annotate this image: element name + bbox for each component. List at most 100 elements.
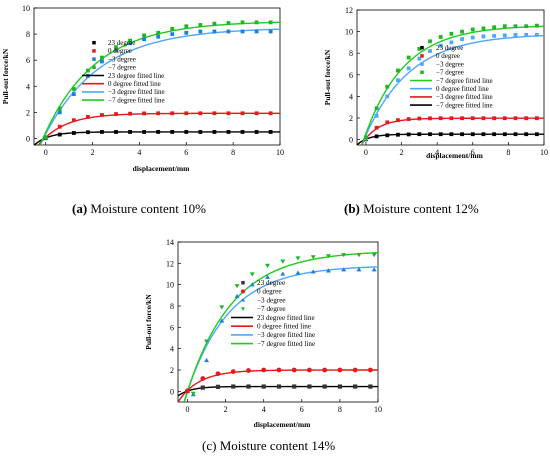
data-point-b xyxy=(396,118,400,123)
x-axis-label-a: displacement/mm xyxy=(133,164,190,173)
data-point-c xyxy=(337,384,343,389)
data-point-b xyxy=(460,116,464,121)
data-point-a xyxy=(198,29,203,34)
data-point-a xyxy=(128,111,132,116)
data-point-a xyxy=(254,111,259,116)
legend-label-b: −3 degree xyxy=(436,60,464,68)
caption-a-letter: (a) xyxy=(72,201,88,216)
data-point-a xyxy=(170,111,175,116)
data-point-b xyxy=(385,120,390,125)
data-point-a xyxy=(198,130,203,134)
legend-label-a: 0 degree xyxy=(108,47,132,55)
caption-a-text: Moisture content 10% xyxy=(87,201,206,216)
legend-label-c: 0 degree fitted line xyxy=(257,323,311,331)
data-point-c xyxy=(291,367,297,373)
data-point-a xyxy=(268,130,273,134)
data-point-a xyxy=(128,41,132,46)
data-point-a xyxy=(128,38,132,43)
y-tick-label-a: 4 xyxy=(26,82,30,91)
data-point-b xyxy=(374,134,379,139)
legend-marker-c xyxy=(241,280,245,285)
data-point-a xyxy=(142,37,147,42)
x-axis-label-c: displacement/mm xyxy=(254,420,311,429)
data-point-a xyxy=(268,20,273,25)
data-point-c xyxy=(231,384,236,389)
y-tick-label-a: 10 xyxy=(22,4,30,13)
data-point-b xyxy=(513,116,518,121)
data-point-b xyxy=(364,135,368,140)
caption-b-letter: (b) xyxy=(344,201,360,216)
data-point-b xyxy=(502,33,507,38)
data-point-c xyxy=(261,384,266,389)
y-tick-label-b: 4 xyxy=(349,92,353,101)
data-point-b xyxy=(534,23,539,28)
data-point-c xyxy=(310,269,316,274)
x-tick-label-b: 10 xyxy=(540,148,548,157)
plot-frame-a xyxy=(33,7,281,146)
data-point-b xyxy=(534,132,539,137)
data-point-a xyxy=(114,112,118,116)
y-axis-label-a: Pull-out force/kN xyxy=(1,48,10,104)
y-tick-label-b: 12 xyxy=(345,6,353,15)
data-point-a xyxy=(114,47,118,52)
data-point-b xyxy=(470,35,475,40)
data-point-b xyxy=(470,27,475,32)
data-point-b xyxy=(513,24,518,29)
caption-c: (c) Moisture content 14% xyxy=(202,438,335,454)
legend-label-b: −3 degree fitted line xyxy=(436,93,493,101)
data-point-c xyxy=(246,368,251,373)
legend-label-c: −7 degree fitted line xyxy=(257,340,315,348)
legend-label-a: −7 degree fitted line xyxy=(108,96,165,104)
data-point-a xyxy=(254,29,259,34)
legend-marker-c xyxy=(240,298,246,302)
data-point-b xyxy=(374,113,379,118)
y-tick-label-b: 6 xyxy=(349,71,353,80)
y-tick-label-c: 4 xyxy=(170,345,174,354)
x-tick-label-c: 6 xyxy=(300,405,304,414)
data-point-b xyxy=(417,56,422,61)
data-point-c xyxy=(371,267,377,272)
data-point-a xyxy=(212,29,217,34)
data-point-b xyxy=(374,106,379,111)
data-point-b xyxy=(385,94,390,99)
data-point-c xyxy=(322,367,328,373)
data-point-a xyxy=(71,118,76,123)
data-point-c xyxy=(276,384,282,389)
data-point-c xyxy=(204,357,210,363)
data-point-a xyxy=(43,135,48,140)
legend-marker-c xyxy=(240,307,246,311)
data-point-c xyxy=(307,384,312,389)
x-tick-label-b: 6 xyxy=(471,148,475,157)
data-point-b xyxy=(481,116,486,121)
x-tick-label-a: 6 xyxy=(184,148,188,157)
data-point-a xyxy=(226,111,231,116)
data-point-b xyxy=(449,31,454,36)
chart-b: 0 2 4 6 8 10 0 2 4 6 8 10 12 displacement/mm Pull-out … xyxy=(323,6,548,160)
data-point-b xyxy=(524,116,529,121)
data-point-b xyxy=(524,132,529,137)
y-tick-label-b: 10 xyxy=(345,28,353,37)
y-tick-label-a: 6 xyxy=(26,56,30,65)
data-point-b xyxy=(428,49,432,53)
data-point-c xyxy=(234,284,240,289)
data-point-a xyxy=(71,92,76,97)
data-point-a xyxy=(85,130,90,135)
x-tick-label-b: 4 xyxy=(435,148,439,157)
data-point-c xyxy=(261,367,267,373)
data-point-c xyxy=(368,384,373,389)
data-point-b xyxy=(449,116,454,121)
data-point-a xyxy=(184,111,189,116)
data-point-a xyxy=(240,130,245,134)
data-point-b xyxy=(417,132,422,137)
legend-label-c: −3 degree xyxy=(257,296,286,304)
y-tick-label-c: 2 xyxy=(170,366,174,375)
data-point-b xyxy=(513,32,518,37)
data-point-c xyxy=(292,384,297,389)
legend-label-b: 23 degree xyxy=(436,44,463,52)
legend-label-a: 23 degree fitted line xyxy=(108,72,164,80)
y-tick-label-b: 8 xyxy=(349,49,353,58)
y-tick-label-c: 12 xyxy=(166,259,174,268)
data-point-b xyxy=(428,116,432,121)
y-tick-label-c: 10 xyxy=(166,281,174,290)
data-point-a xyxy=(226,29,231,34)
